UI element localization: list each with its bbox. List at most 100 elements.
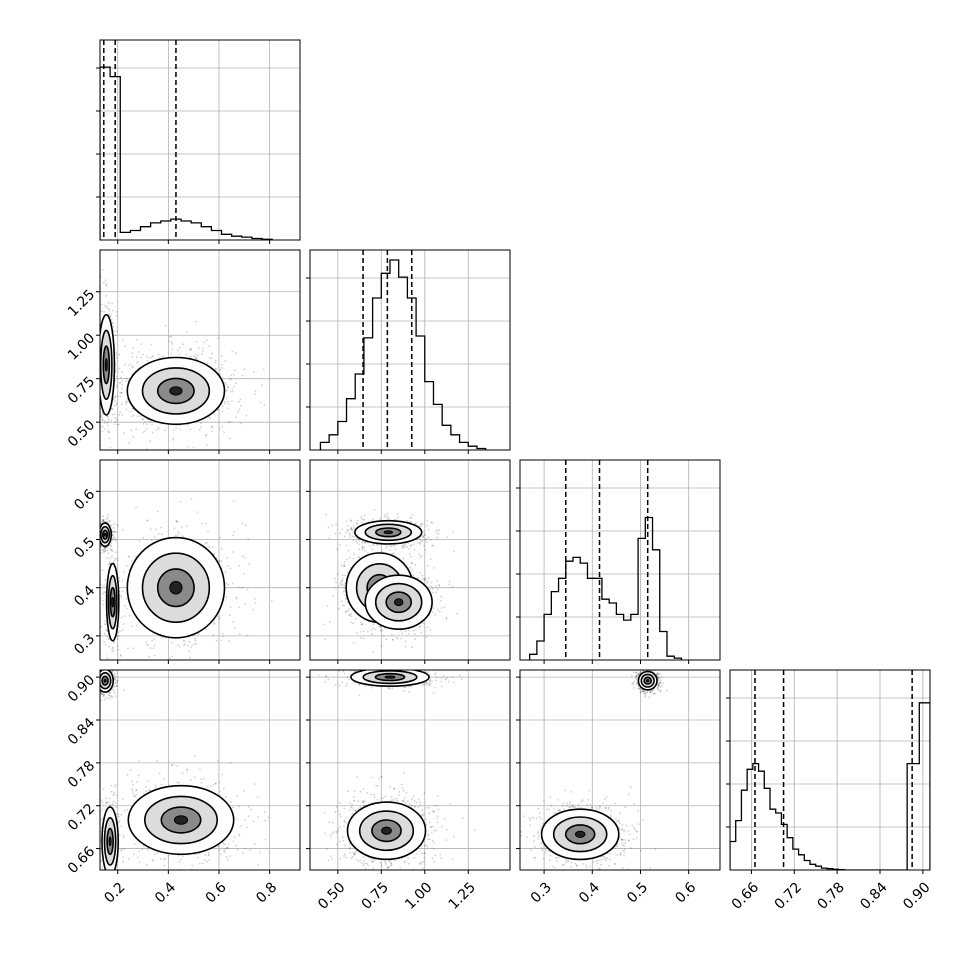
scatter-point [131, 625, 134, 628]
panel-3-3 [726, 669, 931, 874]
scatter-point [129, 769, 132, 771]
scatter-point [218, 781, 221, 784]
scatter-point [389, 548, 391, 551]
scatter-point [390, 545, 393, 548]
scatter-point [202, 350, 204, 352]
scatter-point [244, 602, 247, 605]
scatter-point [409, 517, 412, 519]
scatter-point [97, 401, 99, 403]
scatter-point [97, 680, 99, 682]
scatter-point [135, 624, 138, 627]
scatter-point [199, 768, 201, 771]
scatter-point [110, 879, 112, 881]
scatter-point [429, 539, 432, 541]
scatter-point [128, 556, 131, 558]
scatter-point [146, 643, 148, 646]
scatter-point [115, 375, 118, 378]
scatter-point [348, 532, 351, 535]
scatter-point [149, 440, 152, 442]
scatter-point [155, 759, 158, 762]
scatter-point [361, 545, 364, 548]
scatter-point [92, 315, 94, 317]
scatter-point [214, 368, 217, 371]
scatter-point [115, 538, 118, 541]
scatter-point [241, 555, 244, 557]
scatter-point [252, 608, 255, 611]
scatter-point [205, 522, 208, 525]
scatter-point [106, 422, 108, 424]
scatter-point [352, 557, 355, 560]
scatter-point [155, 786, 157, 789]
scatter-point [105, 872, 107, 874]
scatter-point [96, 678, 98, 680]
scatter-point [234, 369, 236, 372]
scatter-point [102, 520, 105, 522]
scatter-point [238, 606, 241, 609]
scatter-point [115, 679, 118, 682]
scatter-point [97, 672, 99, 674]
scatter-point [386, 545, 388, 548]
scatter-point [111, 321, 114, 324]
scatter-point [95, 348, 97, 350]
scatter-point [267, 816, 270, 819]
scatter-point [208, 859, 211, 861]
scatter-point [123, 432, 125, 435]
scatter-point [105, 306, 108, 309]
scatter-point [130, 560, 133, 562]
scatter-point [142, 845, 145, 847]
scatter-point [111, 536, 114, 539]
scatter-point [245, 524, 247, 527]
scatter-point [100, 552, 102, 554]
scatter-point [112, 398, 115, 401]
scatter-point [139, 877, 141, 879]
scatter-point [438, 584, 440, 587]
scatter-point [413, 548, 416, 551]
scatter-point [102, 695, 105, 698]
scatter-point [114, 558, 116, 560]
scatter-point [141, 417, 144, 420]
scatter-point [94, 690, 96, 692]
panel-frame [99, 459, 301, 661]
scatter-point [106, 516, 109, 519]
scatter-point [205, 433, 208, 436]
scatter-point [100, 545, 103, 548]
scatter-point [227, 843, 230, 845]
scatter-point [108, 797, 111, 800]
scatter-point [254, 392, 256, 395]
scatter-point [145, 790, 148, 792]
scatter-point [207, 851, 210, 854]
scatter-point [372, 623, 375, 626]
scatter-point [119, 392, 122, 394]
scatter-point [228, 614, 231, 617]
scatter-point [155, 428, 158, 431]
scatter-point [225, 856, 228, 858]
scatter-point [350, 520, 353, 523]
scatter-point [113, 330, 115, 333]
scatter-point [402, 547, 405, 549]
scatter-point [120, 596, 123, 598]
scatter-point [116, 417, 118, 420]
scatter-point [107, 563, 110, 566]
scatter-point [207, 853, 210, 856]
scatter-point [229, 421, 232, 423]
scatter-point [427, 528, 430, 531]
scatter-point [111, 555, 113, 558]
scatter-point [242, 789, 245, 792]
scatter-point [223, 431, 225, 433]
scatter-point [98, 664, 100, 666]
scatter-point [117, 631, 120, 634]
scatter-point [98, 370, 100, 372]
scatter-point [106, 305, 108, 307]
scatter-point [119, 654, 122, 656]
scatter-point [119, 381, 122, 384]
scatter-point [229, 437, 232, 440]
scatter-point [103, 693, 105, 696]
scatter-point [107, 876, 109, 878]
scatter-point [232, 534, 234, 537]
scatter-point [238, 408, 241, 411]
scatter-point [181, 855, 184, 858]
scatter-point [108, 313, 110, 316]
scatter-point [218, 849, 221, 852]
scatter-point [98, 687, 100, 689]
scatter-point [383, 515, 386, 518]
